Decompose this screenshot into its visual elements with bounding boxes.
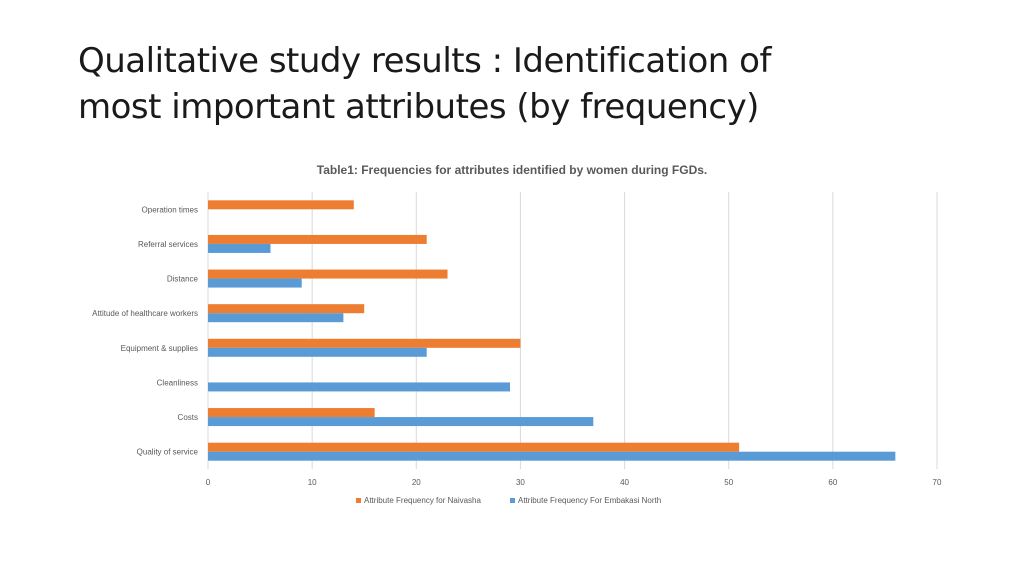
x-tick-label: 40 [620,478,629,487]
chart-title: Table1: Frequencies for attributes ident… [316,163,708,177]
x-tick-label: 30 [516,478,525,487]
category-label: Referral services [138,240,198,249]
slide-title-line1: Qualitative study results : Identificati… [78,41,771,81]
category-label: Operation times [142,205,198,214]
x-tick-label: 60 [828,478,837,487]
x-tick-label: 70 [933,478,942,487]
bar-naivasha [208,269,448,279]
bar-naivasha [208,234,427,244]
bar-embakasi-north [208,451,896,461]
x-tick-label: 0 [206,478,211,487]
x-tick-label: 50 [724,478,733,487]
slide-title-line2: most important attributes (by frequency) [78,87,759,127]
category-label: Costs [178,413,198,422]
x-tick-label: 20 [412,478,421,487]
category-label: Attitude of healthcare workers [92,309,198,318]
bar-naivasha [208,338,521,348]
legend-swatch [510,498,515,503]
category-label: Quality of service [137,448,199,457]
x-tick-label: 10 [308,478,317,487]
legend-label: Attribute Frequency For Embakasi North [518,496,661,505]
bar-embakasi-north [208,347,427,357]
category-label: Cleanliness [157,378,198,387]
bar-embakasi-north [208,382,511,392]
bar-naivasha [208,200,354,210]
bar-naivasha [208,442,740,452]
bar-naivasha [208,304,365,314]
bar-embakasi-north [208,243,271,253]
bar-embakasi-north [208,417,594,427]
category-label: Distance [167,275,199,284]
legend-label: Attribute Frequency for Naivasha [364,496,481,505]
category-label: Equipment & supplies [121,344,198,353]
bar-naivasha [208,408,375,418]
legend-swatch [356,498,361,503]
bar-embakasi-north [208,278,302,288]
bar-embakasi-north [208,313,344,323]
slide-title: Qualitative study results : Identificati… [78,38,978,130]
